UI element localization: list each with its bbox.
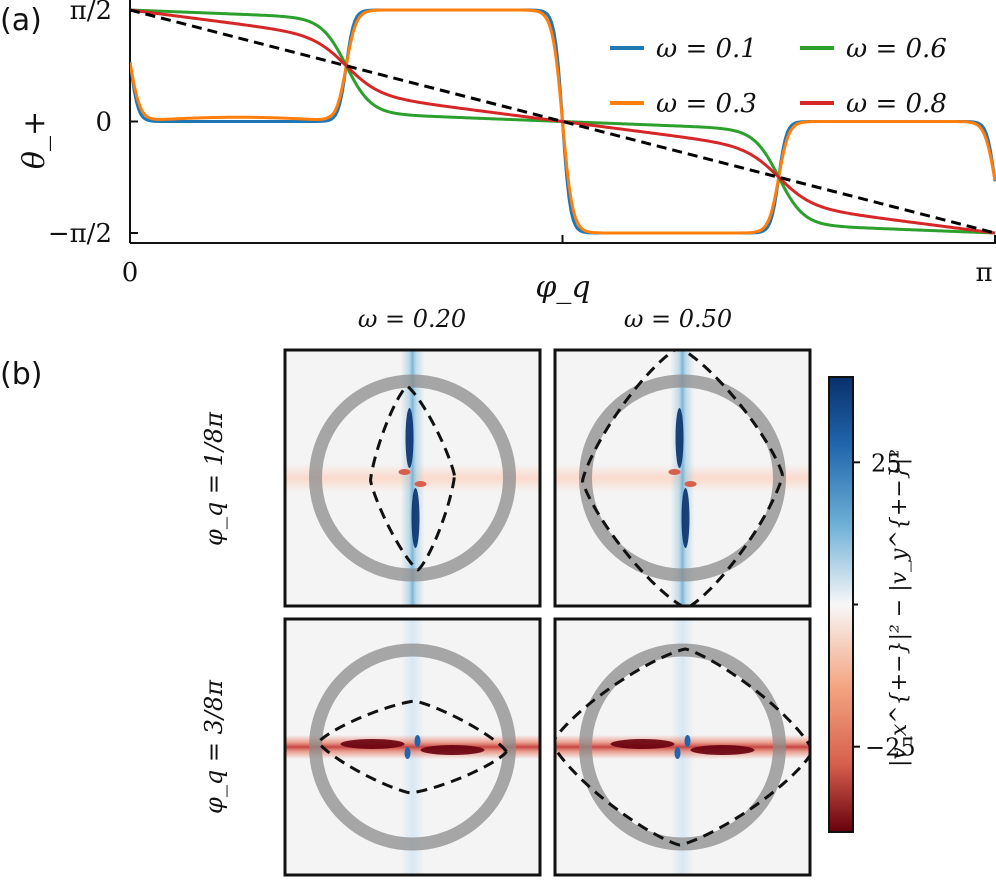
- y-tick-label: 0: [95, 108, 112, 138]
- heatmap-lobe: [675, 408, 684, 468]
- heatmap-frame: [283, 348, 542, 608]
- heatmap-band-horizontal: [555, 735, 810, 759]
- dashed-contour: [369, 384, 456, 572]
- heatmap-lobe: [411, 488, 420, 548]
- heatmap-frame: [553, 617, 812, 877]
- heatmap-frame: [553, 348, 812, 608]
- heatmap-cell: [553, 348, 812, 608]
- y-axis-label: θ_+: [17, 111, 52, 169]
- panel-b: (b) ω = 0.20 ω = 0.50 φ_q = 1/8π φ_q = 3…: [0, 305, 916, 877]
- x-tick-label: 0: [122, 258, 139, 288]
- legend-entry: ω = 0.3: [656, 89, 757, 119]
- heatmap-lobe: [340, 739, 405, 749]
- panel-b-letter: (b): [0, 357, 42, 392]
- x-axis-label: φ_q: [535, 270, 590, 305]
- heatmap-lobe: [404, 747, 411, 759]
- reference-line: [130, 8, 996, 235]
- fermi-ring: [309, 374, 516, 582]
- legend-entry: ω = 0.1: [656, 34, 757, 64]
- colorbar-label: |v_x^{+−}|² − |v_y^{+−}|²: [887, 449, 912, 767]
- heatmap-cell: [283, 348, 542, 608]
- colorbar-tick-label: −25: [865, 734, 916, 762]
- heatmap-lobe: [690, 745, 755, 755]
- legend-entry: ω = 0.8: [846, 89, 947, 119]
- heatmap-lobe: [610, 739, 675, 749]
- heatmap-lobe: [684, 735, 691, 747]
- heatmap-lobe: [674, 747, 681, 759]
- y-tick-label: π/2: [70, 0, 112, 26]
- colorbar-tick-label: 25: [871, 449, 902, 477]
- heatmap-frame: [283, 617, 542, 877]
- heatmap-cell: [553, 617, 812, 877]
- fermi-ring: [579, 374, 786, 582]
- column-title-2: ω = 0.50: [624, 305, 732, 333]
- heatmap-grid: [283, 348, 812, 877]
- dashed-contour: [581, 350, 784, 606]
- heatmap-lobe: [398, 469, 411, 475]
- heatmap-lobe: [414, 735, 421, 747]
- row-label-1: φ_q = 1/8π: [200, 411, 228, 546]
- heatmap-lobe: [420, 745, 485, 755]
- fermi-ring: [309, 643, 516, 851]
- series-line: [130, 8, 996, 235]
- colorbar-gradient: [828, 376, 854, 833]
- y-tick-label: −π/2: [48, 219, 112, 249]
- column-title-1: ω = 0.20: [358, 305, 466, 333]
- panel-a-letter: (a): [0, 3, 42, 38]
- heatmap-cell: [283, 617, 542, 877]
- heatmap-band-horizontal: [285, 735, 540, 759]
- heatmap-lobe: [684, 481, 697, 487]
- legend: ω = 0.1 ω = 0.6 ω = 0.3 ω = 0.8: [610, 34, 947, 119]
- legend-entry: ω = 0.6: [846, 34, 947, 64]
- row-label-2: φ_q = 3/8π: [200, 679, 228, 814]
- dashed-contour: [316, 699, 508, 795]
- heatmap-lobe: [668, 469, 681, 475]
- colorbar-ticks: 25 −25: [853, 449, 916, 762]
- heatmap-band-vertical: [670, 350, 695, 606]
- dashed-contour: [555, 647, 810, 847]
- tick-labels: 0 π π/2 0 −π/2: [48, 0, 993, 288]
- panel-a: (a) 0 ππ/20−π/2 φ_q θ_+ ω = 0.1 ω = 0.6ω =…: [0, 0, 996, 305]
- heatmap-lobe: [681, 488, 690, 548]
- colorbar: 25 −25 |v_x^{+−}|² − |v_y^{+−}|²: [828, 376, 916, 833]
- series-lines: [130, 8, 996, 235]
- heatmap-lobe: [414, 481, 427, 487]
- heatmap-lobe: [405, 408, 414, 468]
- x-tick-label: π: [975, 258, 992, 288]
